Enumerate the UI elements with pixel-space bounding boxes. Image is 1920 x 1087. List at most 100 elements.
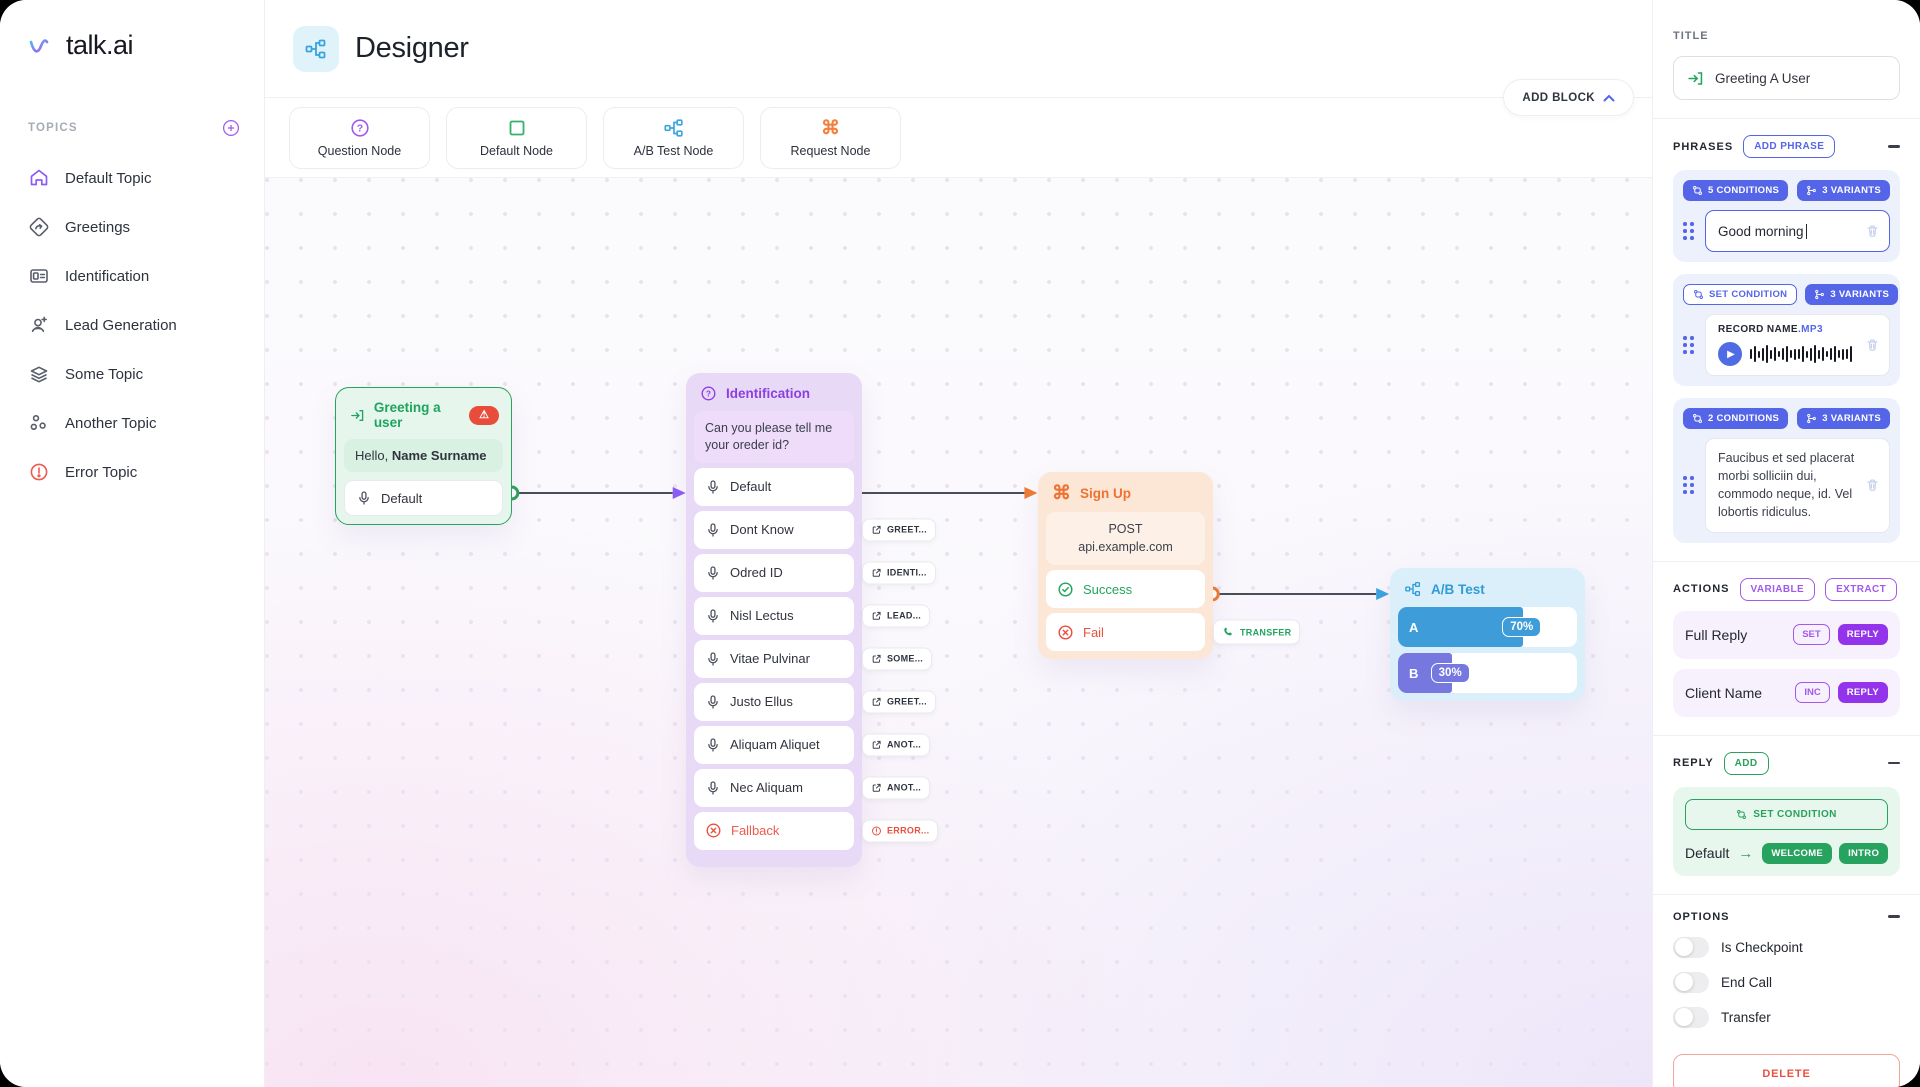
palette-default-node[interactable]: Default Node bbox=[446, 106, 587, 169]
sidebar-item-some-topic[interactable]: Some Topic bbox=[28, 359, 240, 389]
microphone-icon bbox=[708, 609, 718, 623]
phrase-text-input[interactable]: Good morning bbox=[1705, 210, 1890, 252]
conditions-badge[interactable]: 2 CONDITIONS bbox=[1683, 408, 1789, 429]
drag-handle[interactable] bbox=[1683, 476, 1697, 494]
reply-tag-welcome[interactable]: WELCOME bbox=[1762, 842, 1833, 864]
brand-logo[interactable]: talk.ai bbox=[28, 30, 240, 61]
warning-badge[interactable]: ⚠ bbox=[469, 405, 499, 425]
extract-button[interactable]: EXTRACT bbox=[1825, 577, 1898, 601]
bar-percentage-badge[interactable]: 70% bbox=[1502, 617, 1542, 637]
trash-icon[interactable] bbox=[1865, 337, 1880, 353]
chevron-up-icon bbox=[1603, 94, 1615, 101]
collapse-icon[interactable] bbox=[1888, 915, 1900, 918]
split-icon bbox=[663, 117, 685, 139]
question-text[interactable]: Can you please tell me your oreder id? bbox=[694, 411, 854, 463]
variants-badge[interactable]: 3 VARIANTS bbox=[1805, 284, 1899, 305]
palette-ab-test-node[interactable]: A/B Test Node bbox=[603, 106, 744, 169]
flow-canvas[interactable]: Greeting a user ⚠ Hello, Name Surname De… bbox=[265, 178, 1652, 1087]
sidebar-item-error-topic[interactable]: Error Topic bbox=[28, 457, 240, 487]
conditions-badge[interactable]: 5 CONDITIONS bbox=[1683, 180, 1789, 201]
node-sign-up[interactable]: ⌘ Sign Up POST api.example.com Success F… bbox=[1038, 472, 1301, 659]
goto-topic-chip[interactable]: ANOT... bbox=[862, 733, 931, 757]
palette-question-node[interactable]: ? Question Node bbox=[289, 106, 430, 169]
goto-topic-chip[interactable]: IDENTI... bbox=[862, 561, 936, 585]
greeting-default-row[interactable]: Default bbox=[344, 480, 503, 516]
variable-button[interactable]: VARIABLE bbox=[1739, 577, 1816, 601]
sidebar-item-label: Greetings bbox=[65, 218, 131, 236]
action-tag[interactable]: INC bbox=[1795, 682, 1830, 703]
goto-topic-chip[interactable]: GREET... bbox=[862, 518, 936, 542]
title-input[interactable]: Greeting A User bbox=[1673, 56, 1900, 100]
ab-bar-row[interactable]: A 70% bbox=[1398, 607, 1577, 647]
microphone-icon bbox=[708, 652, 718, 666]
variants-badge[interactable]: 3 VARIANTS bbox=[1797, 180, 1890, 201]
badge-label: 2 CONDITIONS bbox=[1708, 413, 1780, 424]
goto-topic-chip[interactable]: ANOT... bbox=[862, 776, 931, 800]
reply-button[interactable]: REPLY bbox=[1837, 624, 1888, 645]
bar-percentage-badge[interactable]: 30% bbox=[1430, 663, 1470, 683]
palette-label: Default Node bbox=[480, 144, 553, 158]
delete-button[interactable]: DELETE bbox=[1673, 1053, 1900, 1087]
toggle-label: Transfer bbox=[1721, 1009, 1771, 1025]
palette-request-node[interactable]: ⌘ Request Node bbox=[760, 106, 901, 169]
goto-error-topic-chip[interactable]: ERROR... bbox=[862, 819, 939, 843]
transfer-toggle[interactable] bbox=[1673, 1006, 1709, 1028]
ab-bar-row[interactable]: B 30% bbox=[1398, 653, 1577, 693]
add-block-button[interactable]: ADD BLOCK bbox=[1503, 79, 1634, 116]
fail-row[interactable]: Fail TRANSFER bbox=[1046, 613, 1301, 651]
transfer-chip[interactable]: TRANSFER bbox=[1213, 619, 1301, 645]
sidebar-item-greetings[interactable]: Greetings bbox=[28, 212, 240, 242]
fallback-row[interactable]: Fallback ERROR... bbox=[694, 811, 939, 850]
external-link-icon bbox=[872, 611, 881, 620]
greeting-message-row[interactable]: Hello, Name Surname bbox=[344, 439, 503, 472]
sidebar-item-another-topic[interactable]: Another Topic bbox=[28, 408, 240, 438]
audio-waveform bbox=[1750, 343, 1863, 365]
intent-row-default[interactable]: Default bbox=[694, 467, 854, 506]
intent-row[interactable]: Odred ID IDENTI... bbox=[694, 553, 936, 592]
phrase-text-block[interactable]: Faucibus et sed placerat morbi solliciin… bbox=[1705, 438, 1890, 533]
set-condition-button[interactable]: SET CONDITION bbox=[1683, 284, 1798, 305]
request-summary[interactable]: POST api.example.com bbox=[1046, 512, 1205, 565]
add-phrase-button[interactable]: ADD PHRASE bbox=[1743, 135, 1836, 158]
action-tag[interactable]: SET bbox=[1793, 624, 1830, 645]
node-greeting-a-user[interactable]: Greeting a user ⚠ Hello, Name Surname De… bbox=[335, 387, 512, 525]
phrase-card: 5 CONDITIONS 3 VARIANTS Good morning bbox=[1673, 170, 1900, 262]
node-ab-test[interactable]: A/B Test A 70% B 30% bbox=[1390, 568, 1585, 701]
intent-row[interactable]: Nec Aliquam ANOT... bbox=[694, 768, 931, 807]
goto-topic-chip[interactable]: SOME... bbox=[862, 647, 933, 671]
intent-row[interactable]: Dont Know GREET... bbox=[694, 510, 936, 549]
sidebar-item-lead-generation[interactable]: Lead Generation bbox=[28, 310, 240, 340]
row-label: Fallback bbox=[731, 823, 780, 839]
sidebar-item-identification[interactable]: Identification bbox=[28, 261, 240, 291]
success-row[interactable]: Success bbox=[1046, 570, 1205, 608]
row-label: Odred ID bbox=[730, 565, 783, 581]
add-topic-icon[interactable] bbox=[222, 119, 240, 137]
audio-phrase[interactable]: RECORD NAME.MP3 ▶ bbox=[1705, 314, 1890, 376]
sidebar-item-default-topic[interactable]: Default Topic bbox=[28, 163, 240, 193]
add-reply-button[interactable]: ADD bbox=[1723, 751, 1769, 775]
intent-row[interactable]: Nisl Lectus LEAD... bbox=[694, 596, 931, 635]
reply-tag-intro[interactable]: INTRO bbox=[1839, 842, 1889, 864]
end-call-toggle[interactable] bbox=[1673, 971, 1709, 993]
intent-row[interactable]: Aliquam Aliquet ANOT... bbox=[694, 725, 931, 764]
sidebar-item-label: Another Topic bbox=[65, 414, 157, 432]
drag-handle[interactable] bbox=[1683, 336, 1697, 354]
intent-row[interactable]: Justo Ellus GREET... bbox=[694, 682, 936, 721]
goto-topic-chip[interactable]: LEAD... bbox=[862, 604, 931, 628]
node-identification[interactable]: ? Identification Can you please tell me … bbox=[686, 373, 939, 867]
collapse-icon[interactable] bbox=[1888, 145, 1900, 148]
trash-icon[interactable] bbox=[1865, 477, 1880, 493]
play-button[interactable]: ▶ bbox=[1718, 342, 1742, 366]
collapse-icon[interactable] bbox=[1888, 761, 1900, 765]
variants-badge[interactable]: 3 VARIANTS bbox=[1797, 408, 1890, 429]
intent-row[interactable]: Vitae Pulvinar SOME... bbox=[694, 639, 933, 678]
row-label: Justo Ellus bbox=[730, 694, 793, 710]
trash-icon[interactable] bbox=[1865, 223, 1880, 239]
reply-button[interactable]: REPLY bbox=[1837, 682, 1888, 703]
is-checkpoint-toggle[interactable] bbox=[1673, 936, 1709, 958]
node-title: A/B Test bbox=[1431, 581, 1485, 597]
reply-set-condition-button[interactable]: SET CONDITION bbox=[1685, 798, 1888, 830]
drag-handle[interactable] bbox=[1683, 222, 1697, 240]
goto-topic-chip[interactable]: GREET... bbox=[862, 690, 936, 714]
